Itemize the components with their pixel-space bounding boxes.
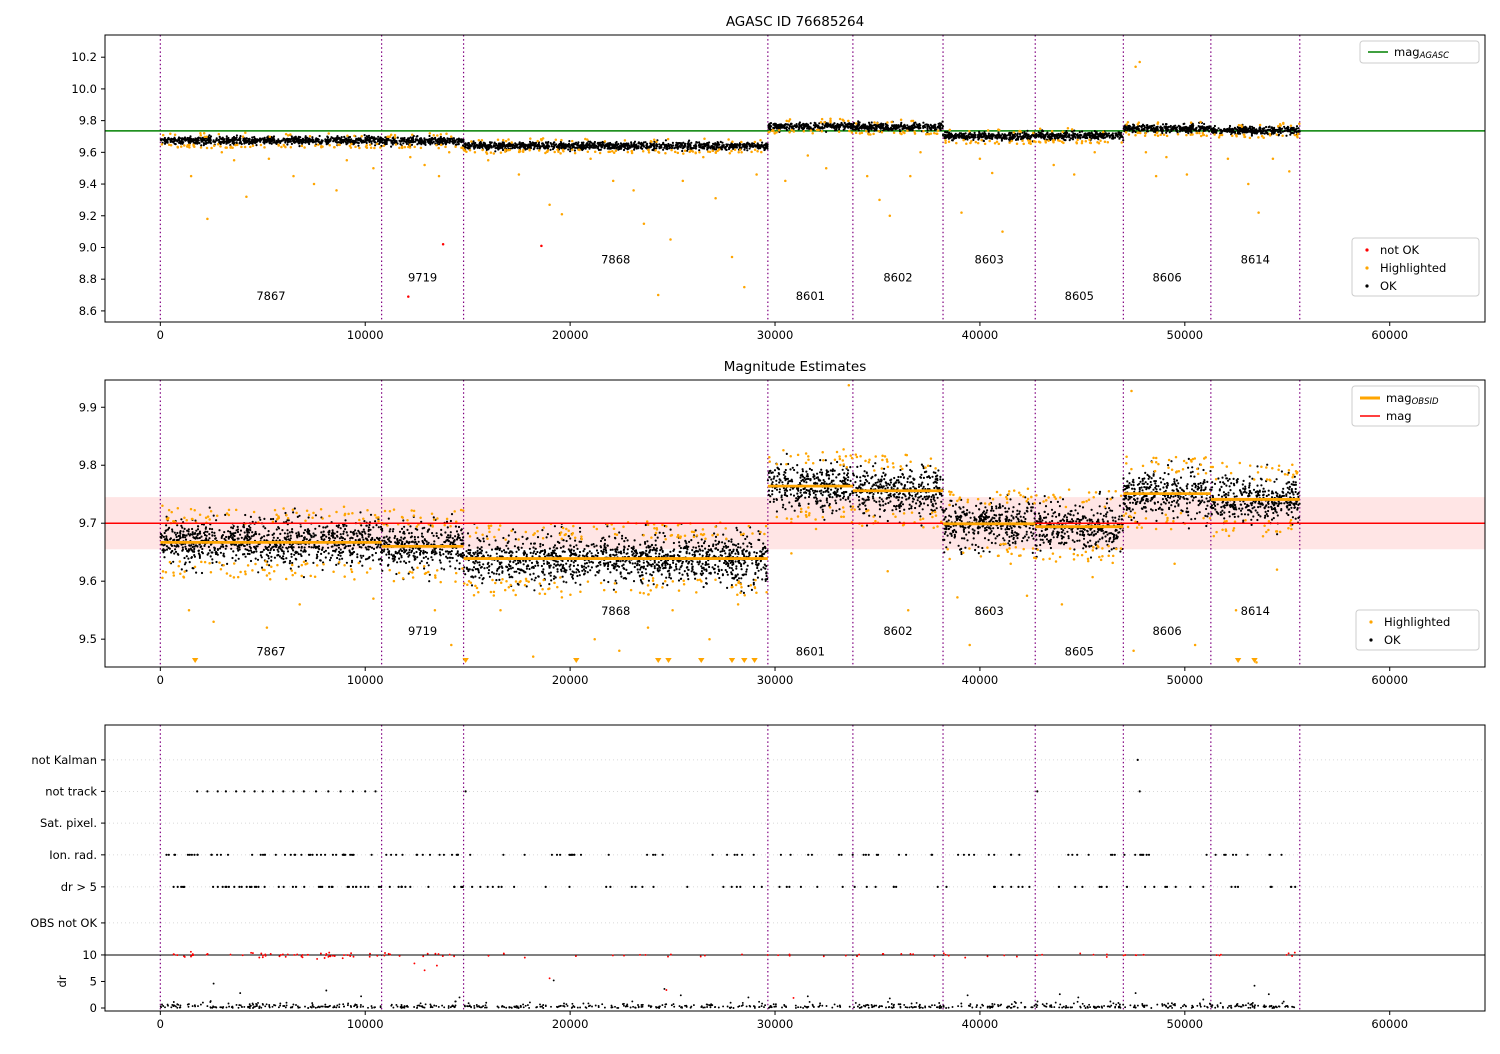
svg-text:20000: 20000: [552, 673, 589, 687]
clipped-low-marker: [573, 658, 580, 663]
svg-text:8.8: 8.8: [79, 272, 97, 286]
clipped-low-marker: [728, 658, 736, 663]
svg-text:8602: 8602: [883, 271, 912, 285]
svg-text:OK: OK: [1380, 279, 1397, 293]
svg-text:10000: 10000: [347, 673, 384, 687]
svg-text:Highlighted: Highlighted: [1380, 261, 1446, 275]
chart-agasc: 0 10000 20000 30000 40000 50000 60000 8.6 8.8 9.0…: [71, 34, 1486, 342]
clipped-low-marker: [1251, 658, 1258, 663]
svg-text:40000: 40000: [962, 1017, 999, 1031]
svg-text:50000: 50000: [1167, 673, 1204, 687]
chart-magnitude-estimates: 0 10000 20000 30000 40000 50000 60000 9.5 9.6 9.7…: [79, 379, 1486, 687]
svg-text:10.0: 10.0: [71, 82, 97, 96]
svg-text:9.9: 9.9: [79, 400, 97, 414]
svg-text:8614: 8614: [1241, 252, 1270, 266]
svg-text:60000: 60000: [1371, 1017, 1408, 1031]
svg-text:Sat. pixel.: Sat. pixel.: [40, 816, 97, 830]
svg-text:0: 0: [157, 1017, 164, 1031]
svg-text:10.2: 10.2: [71, 50, 97, 64]
svg-text:50000: 50000: [1167, 328, 1204, 342]
svg-text:0: 0: [157, 673, 164, 687]
svg-text:9719: 9719: [408, 271, 437, 285]
svg-text:0: 0: [157, 328, 164, 342]
svg-text:not track: not track: [45, 784, 97, 798]
svg-text:8603: 8603: [975, 604, 1004, 618]
legend-lines-middle: [1351, 385, 1480, 427]
svg-text:0: 0: [90, 1001, 97, 1015]
svg-text:9.5: 9.5: [79, 632, 97, 646]
svg-text:8606: 8606: [1152, 271, 1181, 285]
legend-points-top: [1351, 237, 1480, 297]
svg-text:8601: 8601: [796, 289, 825, 303]
svg-text:8606: 8606: [1152, 624, 1181, 638]
clipped-low-marker: [665, 658, 672, 663]
svg-text:9.8: 9.8: [79, 458, 97, 472]
svg-text:8603: 8603: [975, 252, 1004, 266]
clipped-low-marker: [751, 658, 758, 663]
clipped-low-marker: [1234, 658, 1242, 663]
chart-flags-dr: 0 10000 20000 30000 40000 50000 60000 not Kalma…: [30, 724, 1486, 1031]
svg-text:40000: 40000: [962, 673, 999, 687]
svg-text:9.0: 9.0: [79, 240, 97, 254]
svg-text:8614: 8614: [1241, 604, 1270, 618]
svg-text:9.6: 9.6: [79, 574, 97, 588]
svg-text:mag: mag: [1386, 409, 1412, 423]
clipped-low-marker: [698, 658, 705, 663]
svg-text:30000: 30000: [757, 1017, 794, 1031]
svg-text:30000: 30000: [757, 673, 794, 687]
svg-text:10000: 10000: [347, 1017, 384, 1031]
svg-text:5: 5: [90, 974, 97, 988]
svg-text:8605: 8605: [1065, 644, 1094, 658]
svg-text:9.8: 9.8: [79, 114, 97, 128]
legend-points-middle: [1355, 609, 1480, 651]
svg-text:9.6: 9.6: [79, 145, 97, 159]
svg-text:not OK: not OK: [1380, 243, 1420, 257]
svg-text:9.4: 9.4: [79, 177, 97, 191]
dr-axis-label: dr: [55, 975, 69, 987]
svg-text:40000: 40000: [962, 328, 999, 342]
svg-text:7867: 7867: [256, 644, 285, 658]
svg-text:Ion. rad.: Ion. rad.: [49, 848, 97, 862]
legend-mag-agasc: [1359, 40, 1480, 64]
svg-text:not Kalman: not Kalman: [31, 753, 97, 767]
svg-text:8605: 8605: [1065, 289, 1094, 303]
svg-text:60000: 60000: [1371, 328, 1408, 342]
svg-text:10000: 10000: [347, 328, 384, 342]
svg-text:9719: 9719: [408, 624, 437, 638]
svg-text:50000: 50000: [1167, 1017, 1204, 1031]
svg-text:20000: 20000: [552, 328, 589, 342]
clipped-low-marker: [462, 658, 469, 663]
svg-text:9.7: 9.7: [79, 516, 97, 530]
svg-text:8602: 8602: [883, 624, 912, 638]
svg-text:7868: 7868: [601, 604, 630, 618]
middle-chart-title: Magnitude Estimates: [724, 359, 866, 375]
top-chart-title: AGASC ID 76685264: [726, 14, 864, 30]
svg-text:dr > 5: dr > 5: [61, 880, 97, 894]
svg-text:9.2: 9.2: [79, 209, 97, 223]
svg-text:OK: OK: [1384, 633, 1401, 647]
svg-text:10: 10: [82, 948, 97, 962]
clipped-low-marker: [741, 658, 748, 663]
clipped-low-marker: [191, 658, 199, 663]
svg-text:8.6: 8.6: [79, 304, 97, 318]
svg-text:60000: 60000: [1371, 673, 1408, 687]
clipped-low-marker: [655, 658, 662, 663]
svg-text:20000: 20000: [552, 1017, 589, 1031]
svg-text:7867: 7867: [256, 289, 285, 303]
svg-text:7868: 7868: [601, 252, 630, 266]
svg-text:Highlighted: Highlighted: [1384, 615, 1450, 629]
svg-text:OBS not OK: OBS not OK: [30, 916, 97, 930]
svg-text:8601: 8601: [796, 644, 825, 658]
svg-text:30000: 30000: [757, 328, 794, 342]
